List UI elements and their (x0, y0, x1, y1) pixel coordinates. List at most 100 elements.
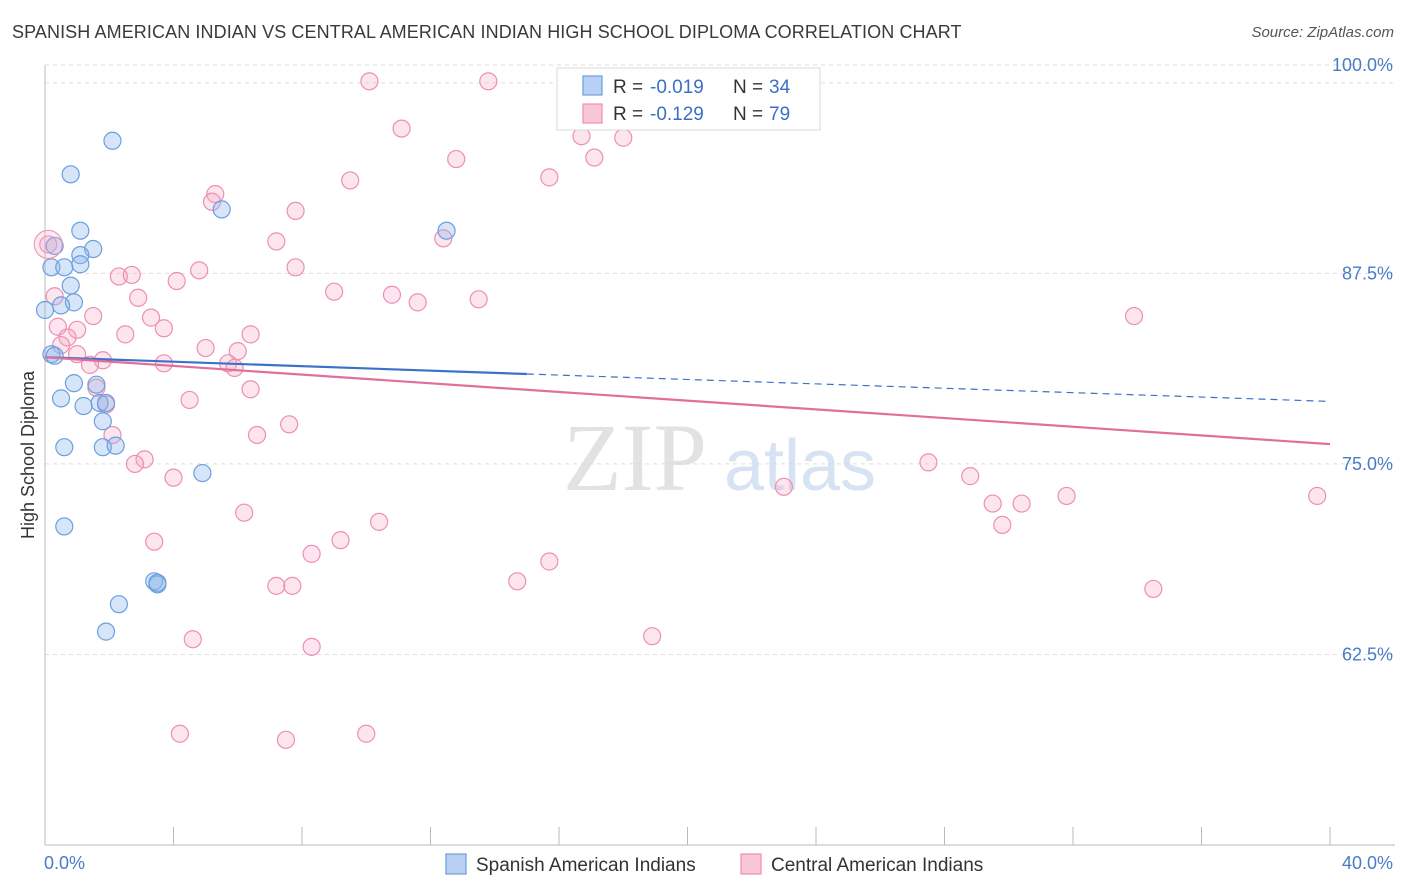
pink-point-57 (145, 532, 164, 551)
source-label: Source: ZipAtlas.com (1251, 24, 1394, 41)
tick-labels: 62.5% 75.0% 87.5% 100.0% 0.0% 40.0% (44, 55, 1393, 873)
trend-lines (44, 356, 1331, 446)
pink-point-1 (479, 72, 498, 91)
pink-point-56 (331, 531, 350, 550)
pink-point-36 (196, 338, 215, 358)
pink-point-70 (919, 453, 938, 472)
blue-point-18 (87, 375, 106, 394)
pink-point-large (33, 229, 63, 259)
pink-point-76 (1124, 306, 1144, 326)
legend-n-value-pink: 79 (769, 104, 790, 125)
blue-point-13 (51, 296, 71, 315)
pink-point-19 (122, 265, 141, 285)
pink-point-67 (276, 730, 296, 749)
pink-point-16 (190, 261, 209, 280)
pink-point-30 (154, 319, 173, 338)
pink-point-21 (45, 287, 64, 306)
pink-point-9 (540, 168, 559, 187)
pink-point-71 (961, 467, 980, 486)
pink-point-28 (141, 308, 161, 327)
pink-point-77 (1144, 579, 1163, 599)
legend: R = -0.019 N = 34 R = -0.129 N = 79 (556, 67, 821, 131)
bottom-legend-swatch-pink (740, 853, 762, 875)
pink-point-27 (84, 306, 103, 326)
y-tick-label-3: 100.0% (1332, 55, 1393, 75)
blue-point-21 (96, 393, 116, 413)
pink-point-55 (370, 512, 389, 531)
bottom-legend-label-blue: Spanish American Indians (476, 855, 696, 876)
pink-point-46 (180, 390, 199, 410)
trend-line-pink (44, 356, 1331, 446)
watermark-atlas: atlas (724, 426, 876, 506)
y-tick-label-0: 62.5% (1342, 644, 1393, 664)
pink-point-23 (382, 285, 402, 304)
blue-point-16 (45, 346, 64, 365)
blue-point-4 (437, 221, 456, 240)
pink-point-68 (357, 724, 376, 743)
pink-point-51 (135, 450, 154, 469)
pink-point-63 (183, 630, 202, 649)
legend-n-value-blue: 34 (769, 77, 791, 98)
trend-line-blue (44, 356, 527, 376)
blue-point-26 (106, 436, 125, 455)
pink-point-60 (508, 572, 527, 591)
pink-point-14 (267, 232, 286, 251)
pink-point-41 (154, 354, 173, 373)
blue-point-28 (55, 517, 74, 536)
bottom-legend-swatch-blue (445, 853, 467, 875)
pink-point-45 (241, 380, 260, 399)
pink-point-65 (643, 627, 662, 646)
pink-point-34 (58, 328, 77, 347)
legend-n-label-pink: N = (733, 104, 763, 125)
blue-point-33 (148, 573, 167, 592)
pink-point-72 (983, 494, 1002, 513)
pink-point-22 (325, 282, 344, 301)
pink-point-61 (267, 576, 286, 595)
pink-point-58 (302, 544, 321, 563)
pink-point-53 (164, 468, 183, 487)
pink-point-48 (280, 415, 299, 434)
pink-point-6 (585, 148, 604, 167)
blue-point-32 (96, 622, 116, 641)
blue-point-11 (61, 276, 80, 295)
y-tick-label-1: 75.0% (1342, 454, 1393, 474)
blue-point-3 (71, 221, 90, 240)
legend-r-label-blue: R = (613, 77, 643, 98)
pink-point-73 (1012, 494, 1031, 513)
pink-point-52 (125, 454, 145, 474)
legend-r-value-pink: -0.129 (650, 104, 704, 125)
legend-r-value-blue: -0.019 (650, 77, 704, 98)
pink-point-24 (408, 293, 427, 312)
legend-r-label-pink: R = (613, 104, 643, 125)
blue-point-14 (35, 300, 55, 320)
pink-point-59 (540, 552, 559, 571)
axes (44, 65, 1395, 846)
blue-point-31 (109, 595, 128, 614)
blue-point-17 (64, 374, 84, 393)
blue-point-0 (103, 131, 122, 150)
blue-point-24 (55, 438, 74, 457)
legend-n-label-blue: N = (733, 77, 763, 98)
pink-point-3 (392, 119, 411, 138)
pink-point-31 (68, 320, 87, 339)
pink-point-49 (247, 425, 267, 445)
pink-point-26 (129, 288, 148, 307)
pink-point-69 (774, 477, 793, 496)
pink-point-25 (469, 290, 488, 309)
gridlines (45, 64, 1395, 655)
pink-point-75 (1057, 486, 1076, 506)
pink-point-43 (225, 358, 244, 378)
pink-point-62 (283, 576, 302, 595)
pink-point-7 (447, 149, 466, 169)
bottom-legend-label-pink: Central American Indians (771, 855, 983, 876)
pink-point-20 (167, 271, 186, 291)
blue-point-22 (74, 396, 93, 416)
pink-point-50 (103, 425, 122, 445)
legend-swatch-blue (582, 75, 603, 96)
watermark: ZIP atlas (563, 404, 876, 511)
pink-point-78 (1308, 486, 1327, 506)
bottom-legend: Spanish American Indians Central America… (445, 853, 983, 876)
pink-point-35 (51, 335, 71, 355)
x-tick-label-0: 0.0% (44, 853, 85, 873)
